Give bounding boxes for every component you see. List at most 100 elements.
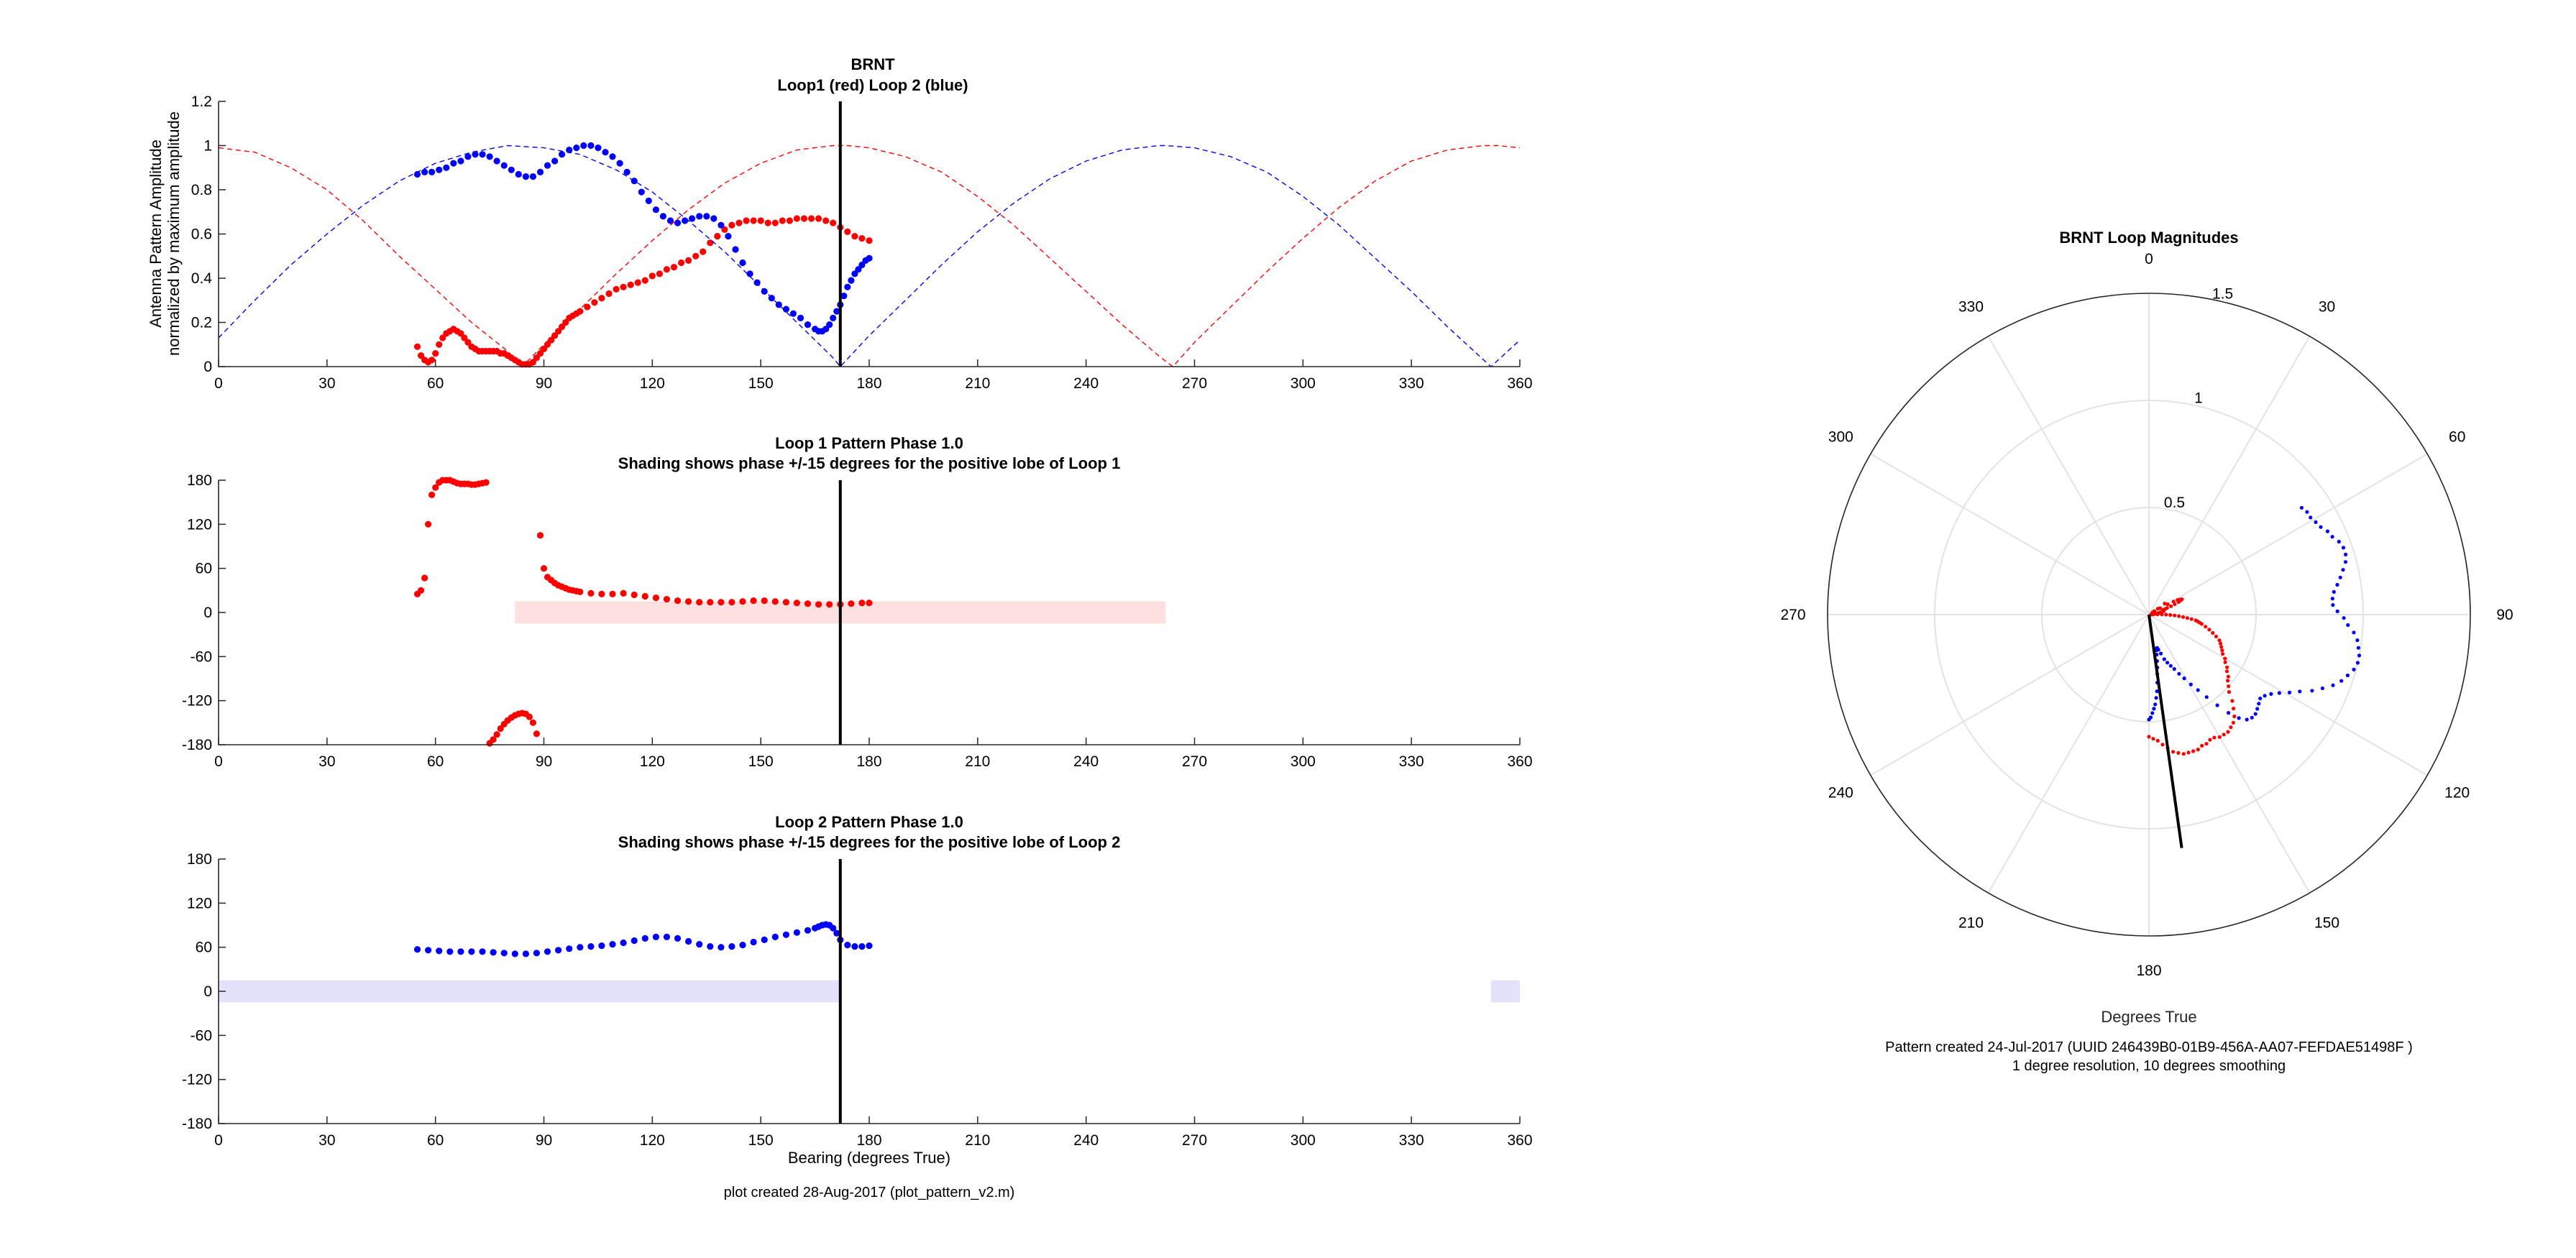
data-point bbox=[631, 591, 638, 599]
amplitude-y-ticks: 0 0.2 0.4 0.6 0.8 1 1.2 bbox=[191, 93, 226, 375]
polar-data-point bbox=[2337, 539, 2341, 544]
x-tick-label: 240 bbox=[1073, 753, 1099, 770]
y-tick-label: -180 bbox=[182, 737, 212, 753]
data-point bbox=[566, 147, 573, 154]
x-tick-label: 0 bbox=[214, 753, 223, 770]
y-tick-label: 0 bbox=[203, 359, 212, 375]
data-point bbox=[707, 599, 714, 606]
amplitude-ylabel-line2: normalized by maximum amplitude bbox=[165, 111, 183, 356]
polar-data-point bbox=[2204, 695, 2209, 699]
data-point bbox=[815, 601, 822, 608]
polar-data-point bbox=[2155, 612, 2160, 617]
phase-shade-band bbox=[219, 980, 840, 1003]
x-tick-label: 0 bbox=[214, 375, 223, 392]
data-point bbox=[786, 217, 793, 224]
data-point bbox=[750, 938, 757, 946]
data-point bbox=[826, 321, 833, 329]
data-point bbox=[587, 943, 595, 950]
x-tick-label: 180 bbox=[856, 1132, 881, 1149]
polar-data-point bbox=[2163, 602, 2167, 606]
polar-data-point bbox=[2345, 673, 2350, 678]
data-point bbox=[782, 599, 789, 606]
loop2-axes bbox=[218, 859, 1520, 1124]
data-point bbox=[464, 153, 472, 160]
polar-data-point bbox=[2159, 651, 2163, 656]
polar-data-point bbox=[2305, 510, 2309, 514]
data-point bbox=[616, 160, 623, 167]
loop2-phase-shading bbox=[219, 980, 1520, 1003]
polar-data-point bbox=[2168, 664, 2173, 668]
polar-data-point bbox=[2151, 612, 2155, 617]
data-point bbox=[714, 233, 721, 240]
polar-data-point bbox=[2277, 691, 2281, 695]
polar-radius-label: 1 bbox=[2194, 390, 2203, 407]
y-tick-label: -60 bbox=[191, 1027, 212, 1044]
amplitude-title-line2: Loop1 (red) Loop 2 (blue) bbox=[777, 76, 968, 94]
data-point bbox=[432, 350, 439, 357]
data-point bbox=[746, 270, 753, 277]
polar-data-point bbox=[2335, 609, 2339, 614]
polar-data-point bbox=[2298, 689, 2302, 694]
data-point bbox=[808, 215, 815, 222]
loop2-y-ticks: -180 -120 -60 0 60 120 180 bbox=[182, 851, 226, 1132]
data-point bbox=[602, 149, 609, 156]
data-point bbox=[739, 259, 746, 267]
x-tick-label: 330 bbox=[1399, 1132, 1424, 1149]
loop1-phase-marks bbox=[413, 477, 873, 747]
data-point bbox=[493, 157, 500, 165]
data-point bbox=[779, 217, 786, 224]
data-point bbox=[848, 277, 855, 284]
polar-data-point bbox=[2188, 682, 2193, 687]
data-point bbox=[696, 599, 703, 606]
polar-data-point bbox=[2176, 600, 2181, 605]
data-point bbox=[804, 600, 812, 607]
data-point bbox=[446, 948, 454, 955]
data-point bbox=[707, 239, 714, 247]
polar-data-point bbox=[2211, 630, 2215, 635]
polar-data-point bbox=[2177, 671, 2181, 676]
x-tick-label: 300 bbox=[1291, 753, 1316, 770]
x-tick-label: 150 bbox=[748, 375, 774, 392]
y-tick-label: 1 bbox=[203, 138, 212, 155]
data-point bbox=[620, 589, 627, 597]
polar-data-point bbox=[2155, 738, 2160, 743]
x-tick-label: 150 bbox=[748, 753, 774, 770]
polar-data-point bbox=[2160, 743, 2165, 747]
data-point bbox=[685, 937, 692, 945]
data-point bbox=[577, 308, 584, 315]
polar-data-point bbox=[2339, 679, 2344, 683]
polar-data-point bbox=[2181, 615, 2186, 619]
data-point bbox=[656, 270, 664, 277]
polar-data-point bbox=[2227, 684, 2231, 689]
y-tick-label: 0.4 bbox=[191, 270, 213, 287]
x-tick-label: 150 bbox=[748, 1132, 774, 1149]
data-point bbox=[844, 942, 851, 949]
data-point bbox=[710, 215, 718, 222]
data-point bbox=[490, 949, 497, 956]
y-tick-label: -120 bbox=[182, 693, 212, 710]
polar-data-point bbox=[2331, 603, 2335, 607]
polar-data-point bbox=[2215, 703, 2219, 707]
data-point bbox=[855, 266, 862, 273]
data-point bbox=[443, 164, 450, 171]
data-point bbox=[718, 221, 725, 229]
polar-data-point bbox=[2332, 589, 2336, 594]
data-point bbox=[413, 946, 421, 953]
polar-data-point bbox=[2223, 656, 2227, 661]
polar-data-point bbox=[2185, 616, 2189, 620]
data-point bbox=[674, 935, 682, 942]
data-point bbox=[493, 731, 500, 738]
data-point bbox=[833, 308, 840, 315]
data-point bbox=[797, 314, 805, 321]
polar-data-point bbox=[2153, 702, 2158, 707]
data-point bbox=[490, 736, 497, 743]
data-point bbox=[529, 359, 537, 366]
polar-data-point bbox=[2287, 690, 2292, 695]
data-point bbox=[793, 215, 800, 222]
polar-data-point bbox=[2204, 742, 2209, 746]
polar-data-point bbox=[2232, 707, 2236, 711]
data-point bbox=[725, 233, 732, 240]
loop2-title-line1: Loop 2 Pattern Phase 1.0 bbox=[775, 813, 963, 831]
polar-data-point bbox=[2227, 690, 2232, 694]
data-point bbox=[851, 270, 858, 277]
